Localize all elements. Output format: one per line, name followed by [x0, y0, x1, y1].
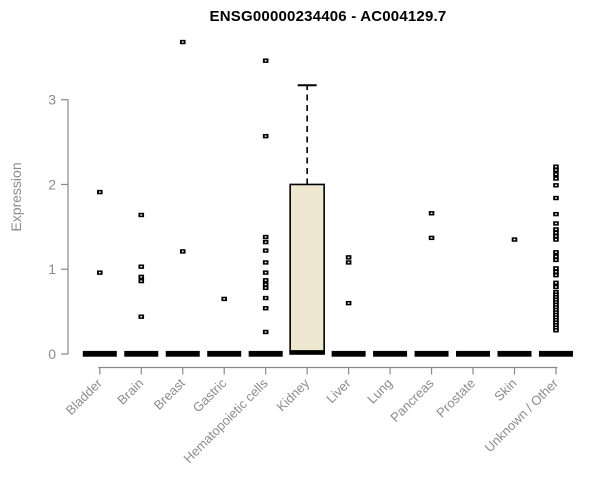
outlier-point-hole: [555, 319, 557, 321]
outlier-point-hole: [181, 250, 184, 253]
outlier-point-hole: [555, 251, 557, 253]
outlier-point-hole: [555, 301, 557, 303]
outlier-point-hole: [555, 296, 557, 298]
outlier-point-hole: [347, 302, 350, 304]
collapsed-box: [165, 350, 200, 357]
outlier-point-hole: [555, 173, 557, 175]
outlier-point-hole: [264, 261, 267, 264]
outlier-point-hole: [555, 314, 557, 316]
outlier-point-hole: [555, 321, 557, 324]
outlier-point-hole: [555, 271, 557, 273]
outlier-point-hole: [140, 280, 143, 282]
outlier-point-hole: [264, 331, 267, 333]
outlier-point-hole: [555, 232, 557, 234]
x-tick-label: Gastric: [190, 375, 230, 415]
collapsed-box: [373, 350, 408, 357]
x-tick-label: Breast: [151, 375, 188, 412]
outlier-point-hole: [264, 297, 267, 299]
outlier-point-hole: [513, 238, 516, 241]
outlier-point-hole: [555, 274, 557, 276]
outlier-point-hole: [555, 309, 557, 311]
y-tick-label: 2: [48, 176, 56, 192]
outlier-point-hole: [264, 283, 267, 286]
collapsed-box: [331, 350, 366, 357]
outlier-point-hole: [555, 299, 557, 301]
outlier-point-hole: [223, 298, 226, 300]
outlier-point-hole: [555, 255, 557, 258]
collapsed-box: [124, 350, 159, 357]
outlier-point-hole: [140, 265, 143, 268]
outlier-point-hole: [555, 329, 557, 331]
outlier-point-hole: [264, 279, 267, 281]
outlier-point-hole: [555, 238, 557, 241]
outlier-point-hole: [555, 197, 557, 199]
collapsed-box: [414, 350, 449, 357]
outlier-point-hole: [555, 213, 557, 215]
outlier-point-hole: [555, 235, 557, 237]
outlier-point-hole: [140, 214, 143, 216]
y-tick-label: 3: [48, 92, 56, 108]
outlier-point-hole: [555, 286, 557, 288]
outlier-point-hole: [555, 177, 557, 180]
outlier-point-hole: [264, 236, 267, 238]
outlier-point-hole: [264, 59, 267, 62]
outlier-point-hole: [140, 316, 143, 318]
x-tick-label: Kidney: [274, 375, 313, 414]
outlier-point-hole: [98, 191, 101, 193]
outlier-point-hole: [555, 259, 557, 261]
outlier-point-hole: [555, 169, 557, 171]
outlier-point-hole: [555, 327, 557, 329]
x-tick-label: Unknown / Other: [482, 375, 562, 455]
outlier-point-hole: [347, 256, 350, 259]
outlier-point-hole: [347, 261, 350, 264]
outlier-point-hole: [264, 307, 267, 309]
outlier-point-hole: [555, 291, 557, 293]
outlier-point-hole: [555, 316, 557, 319]
chart-title: ENSG00000234406 - AC004129.7: [209, 8, 447, 25]
outlier-point-hole: [555, 324, 557, 326]
box: [289, 183, 325, 355]
outlier-point-hole: [264, 241, 267, 243]
outlier-point-hole: [555, 184, 557, 187]
collapsed-box: [82, 350, 117, 357]
collapsed-box: [248, 350, 283, 357]
outlier-point-hole: [555, 304, 557, 306]
outlier-point-hole: [430, 212, 433, 214]
x-tick-label: Bladder: [63, 375, 106, 418]
outlier-point-hole: [264, 287, 267, 289]
x-tick-label: Lung: [364, 376, 395, 407]
outlier-point-hole: [555, 222, 557, 225]
outlier-point-hole: [555, 282, 557, 284]
x-tick-label: Pancreas: [387, 375, 437, 425]
collapsed-box: [207, 350, 242, 357]
collapsed-box: [497, 350, 532, 357]
outlier-point-hole: [264, 135, 267, 137]
collapsed-box: [538, 350, 573, 357]
outlier-point-hole: [140, 276, 143, 278]
outlier-point-hole: [264, 249, 267, 252]
outlier-point-hole: [181, 41, 184, 43]
outlier-point-hole: [98, 271, 101, 274]
collapsed-box: [456, 350, 491, 357]
outlier-point-hole: [555, 228, 557, 231]
y-tick-label: 1: [48, 261, 56, 277]
x-tick-label: Brain: [114, 376, 146, 408]
outlier-point-hole: [264, 271, 267, 274]
outlier-point-hole: [430, 237, 433, 239]
outlier-point-hole: [555, 306, 557, 309]
outlier-point-hole: [555, 293, 557, 296]
x-tick-label: Liver: [323, 375, 354, 406]
x-tick-label: Skin: [491, 376, 519, 404]
outlier-point-hole: [555, 311, 557, 314]
outlier-point-hole: [555, 165, 557, 168]
x-tick-label: Prostate: [433, 376, 478, 421]
outlier-point-hole: [555, 267, 557, 270]
y-tick-label: 0: [48, 346, 56, 362]
